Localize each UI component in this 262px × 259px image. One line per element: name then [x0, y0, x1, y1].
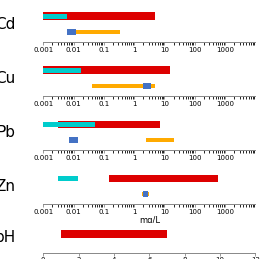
Bar — [92, 84, 155, 88]
X-axis label: mg/L: mg/L — [139, 216, 160, 225]
Bar — [143, 191, 148, 197]
Bar — [43, 68, 81, 73]
Bar — [43, 14, 67, 19]
Bar — [58, 120, 160, 128]
Bar — [67, 29, 76, 35]
Text: Zn: Zn — [0, 179, 16, 194]
Bar — [43, 12, 155, 20]
Bar — [58, 176, 78, 181]
Text: Cu: Cu — [0, 71, 16, 86]
Text: Pb: Pb — [0, 125, 16, 140]
Bar — [143, 83, 151, 89]
Bar — [142, 192, 150, 196]
Bar — [109, 175, 219, 182]
Bar — [69, 137, 78, 143]
Bar — [67, 30, 120, 34]
Text: pH: pH — [0, 230, 16, 245]
Text: Cd: Cd — [0, 17, 16, 32]
Bar — [43, 67, 170, 74]
Bar — [43, 122, 95, 127]
Bar — [146, 138, 174, 142]
Bar — [61, 230, 167, 238]
